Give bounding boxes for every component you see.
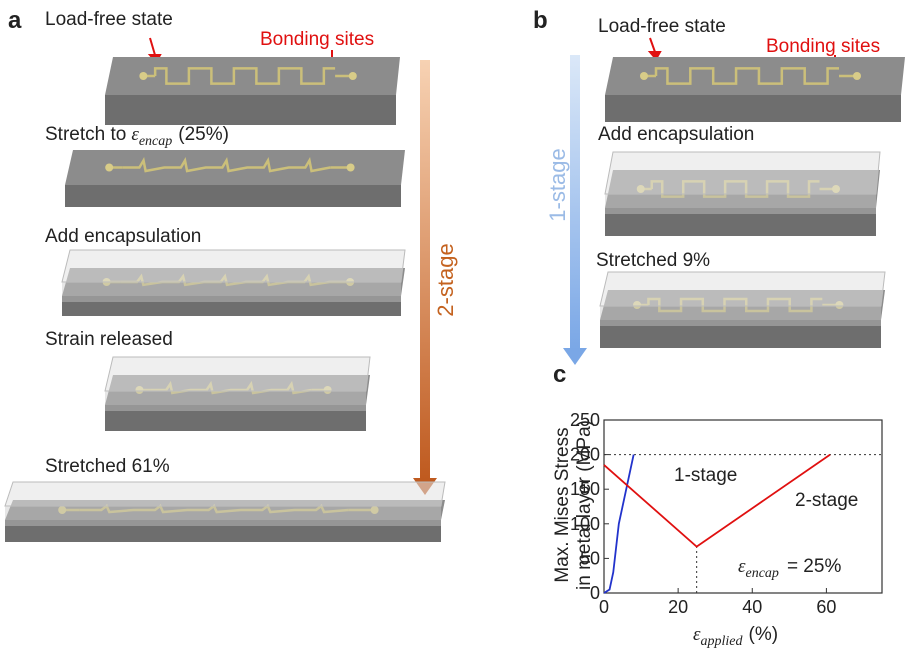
- x-tick-label: 40: [742, 597, 762, 617]
- encapsulation-front: [62, 282, 401, 302]
- x-tick-label: 20: [668, 597, 688, 617]
- substrate: [105, 357, 370, 431]
- arrow-label: 1-stage: [545, 148, 570, 221]
- text: Add encapsulation: [598, 124, 754, 145]
- text: Stretched 9%: [596, 250, 710, 271]
- substrate: [605, 152, 880, 236]
- panel-label: a: [8, 7, 22, 34]
- encapsulation-top: [62, 250, 405, 282]
- arrow-shaft: [570, 55, 580, 350]
- substrate: [600, 272, 885, 348]
- slab-front: [605, 95, 901, 122]
- label: Load-free state: [45, 9, 173, 30]
- slab-front: [105, 95, 396, 125]
- substrate: [62, 250, 405, 316]
- substrate: [5, 482, 445, 542]
- substrate: [105, 57, 400, 125]
- series-label: 2-stage: [795, 490, 858, 511]
- arrow-head: [563, 348, 587, 365]
- encapsulation-top: [5, 482, 445, 506]
- encapsulation-front: [105, 391, 366, 411]
- text: Stretched 61%: [45, 456, 170, 477]
- suffix: (25%): [178, 124, 229, 145]
- text: Load-free state: [45, 9, 173, 30]
- arrow-label: 2-stage: [433, 243, 458, 316]
- text: Add encapsulation: [45, 226, 201, 247]
- label: εapplied(%): [693, 624, 778, 649]
- pad: [349, 72, 357, 80]
- suffix: (%): [749, 624, 779, 645]
- pad: [347, 164, 355, 172]
- y-axis-label: in metal layer (MPa): [574, 420, 595, 590]
- x-tick-label: 60: [816, 597, 836, 617]
- subscript: encap: [139, 134, 172, 149]
- label: Load-free state: [598, 16, 726, 37]
- pad: [640, 72, 648, 80]
- encapsulation-front: [600, 306, 881, 326]
- pad: [105, 164, 113, 172]
- subscript: encap: [746, 566, 779, 581]
- pad: [139, 72, 147, 80]
- subscript: applied: [701, 634, 744, 649]
- substrate: [65, 150, 405, 207]
- slab-front: [65, 185, 401, 207]
- encapsulation-top: [605, 152, 880, 194]
- pad: [853, 72, 861, 80]
- label: Add encapsulation: [598, 124, 754, 145]
- label: Strain released: [45, 329, 173, 350]
- encapsulation-front: [605, 194, 876, 214]
- panel-label: b: [533, 7, 548, 34]
- encapsulation-top: [105, 357, 370, 391]
- y-axis-label: Max. Mises Stress: [552, 427, 573, 582]
- substrate: [605, 57, 905, 122]
- figure: a b c Bonding sites Bonding sites 2-stag…: [0, 0, 915, 650]
- text: Strain released: [45, 329, 173, 350]
- text: Load-free state: [598, 16, 726, 37]
- encapsulation-front: [5, 506, 441, 526]
- bonding-sites-label: Bonding sites: [260, 29, 374, 50]
- label: Stretched 9%: [596, 250, 710, 271]
- panel-label: c: [553, 361, 566, 388]
- label: Add encapsulation: [45, 226, 201, 247]
- bonding-sites-label: Bonding sites: [766, 36, 880, 57]
- arrow-shaft: [420, 60, 430, 480]
- x-tick-label: 0: [599, 597, 609, 617]
- text: Stretch to: [45, 124, 126, 145]
- text: = 25%: [787, 556, 842, 577]
- series-label: 1-stage: [674, 465, 737, 486]
- label: εencap= 25%: [738, 556, 841, 581]
- label: Stretched 61%: [45, 456, 170, 477]
- encapsulation-top: [600, 272, 885, 306]
